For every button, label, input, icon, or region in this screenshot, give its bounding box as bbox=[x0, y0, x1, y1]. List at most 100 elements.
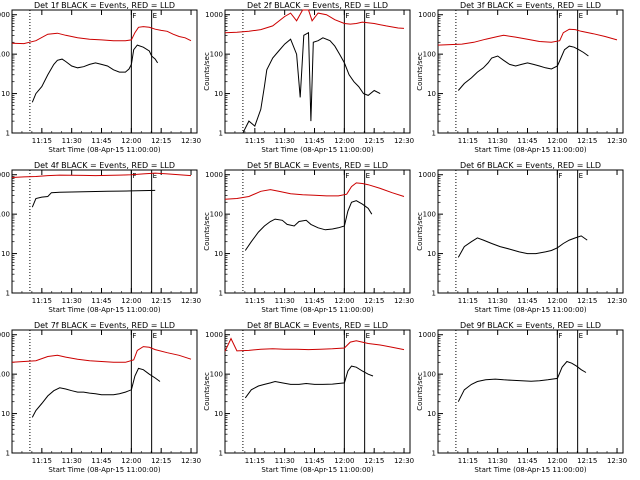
events-series-line bbox=[242, 31, 381, 134]
x-tick-label: 11:45 bbox=[304, 297, 324, 305]
x-tick-label: 11:45 bbox=[91, 457, 111, 465]
x-axis-label: Start Time (08-Apr-15 11:00:00) bbox=[474, 146, 586, 154]
y-axis-label: Counts/sec bbox=[416, 212, 424, 251]
y-tick-label: 1000 bbox=[0, 171, 10, 179]
flag-label: E bbox=[153, 12, 157, 20]
lld-series-line bbox=[437, 28, 618, 46]
x-axis-label: Start Time (08-Apr-15 11:00:00) bbox=[474, 466, 586, 474]
x-axis-label: Start Time (08-Apr-15 11:00:00) bbox=[48, 146, 160, 154]
y-tick-label: 1 bbox=[219, 450, 223, 458]
events-series-line bbox=[457, 45, 589, 91]
events-series-line bbox=[31, 44, 159, 103]
x-tick-label: 11:30 bbox=[62, 457, 82, 465]
x-tick-label: 11:45 bbox=[517, 137, 537, 145]
x-tick-label: 12:15 bbox=[151, 297, 171, 305]
x-tick-label: 12:00 bbox=[334, 297, 354, 305]
y-tick-label: 10 bbox=[1, 410, 10, 418]
lld-series-line bbox=[11, 346, 192, 363]
y-tick-label: 100 bbox=[210, 211, 223, 219]
x-tick-label: 12:15 bbox=[577, 297, 597, 305]
x-tick-label: 11:15 bbox=[245, 457, 265, 465]
flag-label: E bbox=[366, 12, 370, 20]
x-tick-label: 11:15 bbox=[32, 297, 52, 305]
x-tick-label: 12:00 bbox=[334, 137, 354, 145]
y-tick-label: 1 bbox=[219, 130, 223, 138]
plot-frame bbox=[437, 9, 624, 134]
flag-label: F bbox=[558, 12, 562, 20]
x-tick-label: 12:30 bbox=[181, 457, 201, 465]
x-tick-label: 12:15 bbox=[364, 137, 384, 145]
panel-title: Det 9f BLACK = Events, RED = LLD bbox=[460, 321, 601, 330]
y-tick-label: 10 bbox=[1, 90, 10, 98]
flag-label: F bbox=[345, 172, 349, 180]
plot-frame bbox=[224, 169, 411, 294]
events-series-line bbox=[244, 200, 373, 251]
x-tick-label: 11:30 bbox=[275, 137, 295, 145]
flag-label: E bbox=[579, 332, 583, 340]
x-tick-label: 12:15 bbox=[151, 457, 171, 465]
chart-panel-7: Det 7f BLACK = Events, RED = LLDCounts/s… bbox=[0, 321, 201, 474]
flag-label: F bbox=[558, 332, 562, 340]
flag-label: E bbox=[366, 172, 370, 180]
y-tick-label: 100 bbox=[423, 51, 436, 59]
y-tick-label: 1000 bbox=[418, 171, 436, 179]
chart-panel-4: Det 4f BLACK = Events, RED = LLDCounts/s… bbox=[0, 161, 201, 314]
x-tick-label: 11:30 bbox=[62, 137, 82, 145]
y-tick-label: 100 bbox=[0, 51, 10, 59]
events-series-line bbox=[457, 360, 587, 402]
x-tick-label: 12:30 bbox=[607, 137, 627, 145]
y-axis-label: Counts/sec bbox=[416, 52, 424, 91]
y-tick-label: 1000 bbox=[0, 331, 10, 339]
y-tick-label: 1000 bbox=[0, 11, 10, 19]
x-tick-label: 12:30 bbox=[181, 297, 201, 305]
x-tick-label: 11:15 bbox=[32, 457, 52, 465]
y-tick-label: 100 bbox=[210, 371, 223, 379]
y-tick-label: 10 bbox=[1, 250, 10, 258]
x-tick-label: 12:00 bbox=[121, 297, 141, 305]
x-tick-label: 12:15 bbox=[151, 137, 171, 145]
lld-series-line bbox=[11, 26, 192, 45]
plot-frame bbox=[437, 169, 624, 294]
flag-label: F bbox=[558, 172, 562, 180]
x-tick-label: 12:30 bbox=[181, 137, 201, 145]
x-tick-label: 11:15 bbox=[245, 137, 265, 145]
y-axis-label: Counts/sec bbox=[203, 212, 211, 251]
x-tick-label: 11:30 bbox=[488, 137, 508, 145]
x-axis-label: Start Time (08-Apr-15 11:00:00) bbox=[261, 466, 373, 474]
y-tick-label: 100 bbox=[423, 371, 436, 379]
x-axis-label: Start Time (08-Apr-15 11:00:00) bbox=[261, 146, 373, 154]
x-tick-label: 11:30 bbox=[275, 297, 295, 305]
x-axis-label: Start Time (08-Apr-15 11:00:00) bbox=[48, 306, 160, 314]
y-tick-label: 1000 bbox=[205, 331, 223, 339]
x-tick-label: 11:30 bbox=[488, 297, 508, 305]
flag-label: E bbox=[579, 12, 583, 20]
panel-title: Det 6f BLACK = Events, RED = LLD bbox=[460, 161, 601, 170]
x-tick-label: 12:00 bbox=[547, 457, 567, 465]
y-axis-label: Counts/sec bbox=[416, 372, 424, 411]
panel-title: Det 8f BLACK = Events, RED = LLD bbox=[247, 321, 388, 330]
plot-frame bbox=[11, 329, 198, 454]
lld-series-line bbox=[224, 337, 405, 352]
flag-label: E bbox=[366, 332, 370, 340]
lld-series-line bbox=[224, 9, 405, 34]
flag-label: E bbox=[153, 332, 157, 340]
chart-panel-3: Det 3f BLACK = Events, RED = LLD Counts/s… bbox=[416, 1, 627, 154]
x-tick-label: 12:15 bbox=[364, 297, 384, 305]
x-tick-label: 11:30 bbox=[275, 457, 295, 465]
y-tick-label: 100 bbox=[423, 211, 436, 219]
x-tick-label: 11:45 bbox=[304, 137, 324, 145]
y-tick-label: 1000 bbox=[418, 331, 436, 339]
y-tick-label: 10 bbox=[214, 90, 223, 98]
y-tick-label: 10 bbox=[427, 250, 436, 258]
x-tick-label: 12:00 bbox=[121, 457, 141, 465]
chart-panel-6: Det 6f BLACK = Events, RED = LLD Counts/s… bbox=[416, 161, 627, 314]
panel-title: Det 7f BLACK = Events, RED = LLD bbox=[34, 321, 175, 330]
y-tick-label: 10 bbox=[427, 90, 436, 98]
y-tick-label: 1 bbox=[219, 290, 223, 298]
x-tick-label: 11:45 bbox=[91, 137, 111, 145]
x-axis-label: Start Time (08-Apr-15 11:00:00) bbox=[474, 306, 586, 314]
y-tick-label: 1 bbox=[6, 130, 10, 138]
x-tick-label: 12:30 bbox=[394, 137, 414, 145]
lld-series-line bbox=[224, 182, 405, 200]
chart-panel-5: Det 5f BLACK = Events, RED = LLD Counts/s… bbox=[203, 161, 414, 314]
